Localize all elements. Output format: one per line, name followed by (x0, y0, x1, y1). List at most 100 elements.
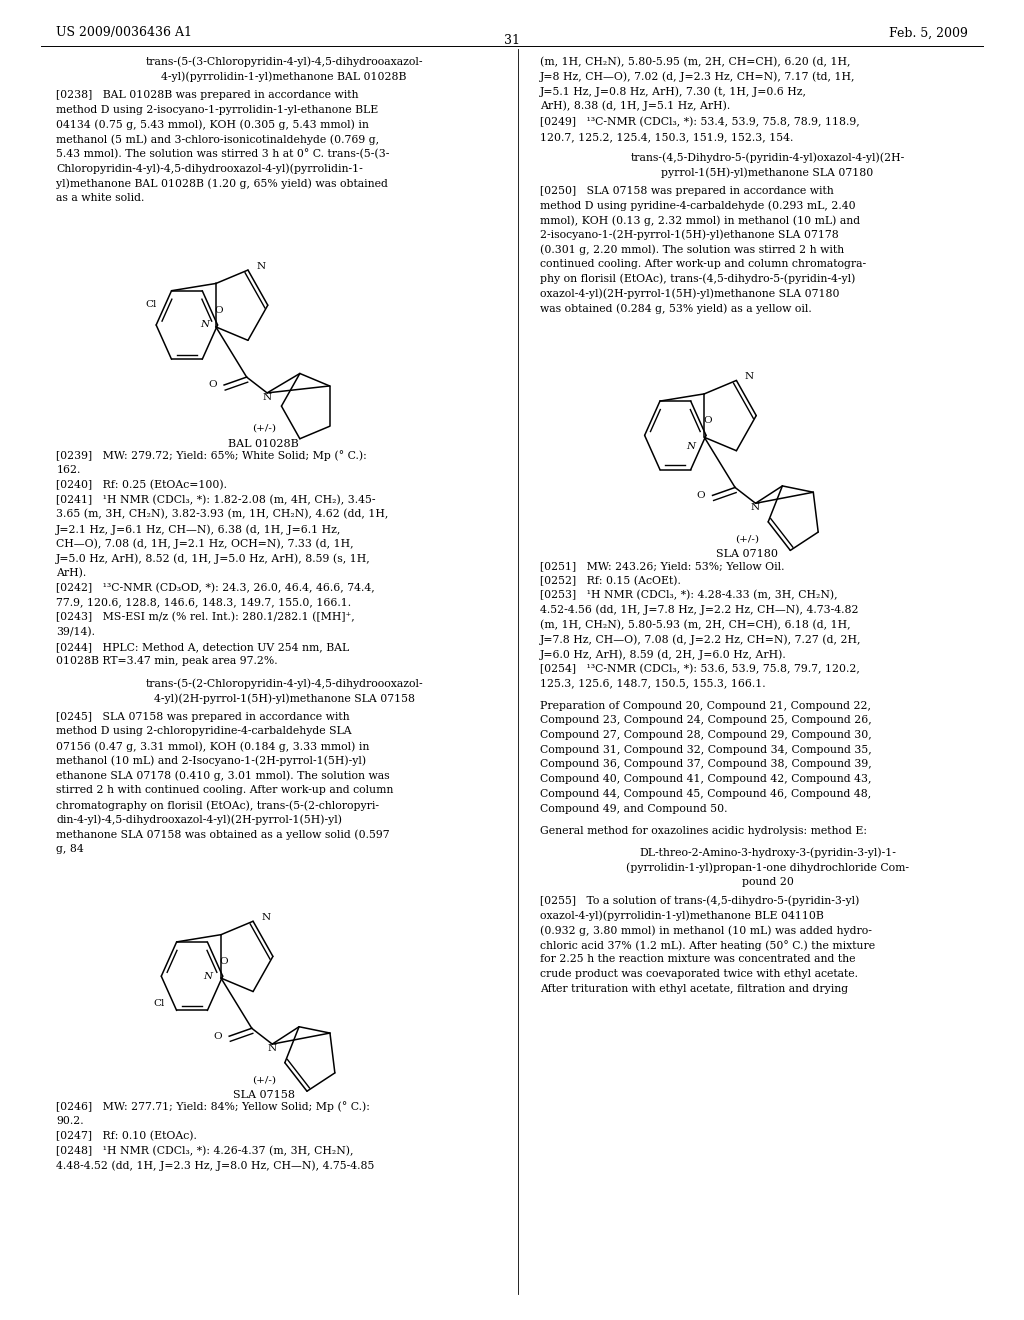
Text: J=8 Hz, CH—O), 7.02 (d, J=2.3 Hz, CH=N), 7.17 (td, 1H,: J=8 Hz, CH—O), 7.02 (d, J=2.3 Hz, CH=N),… (540, 71, 855, 82)
Text: g, 84: g, 84 (56, 843, 84, 854)
Text: Cl: Cl (145, 300, 157, 309)
Text: din-4-yl)-4,5-dihydrooxazol-4-yl)(2H-pyrrol-1(5H)-yl): din-4-yl)-4,5-dihydrooxazol-4-yl)(2H-pyr… (56, 814, 342, 825)
Text: J=6.0 Hz, ArH), 8.59 (d, 2H, J=6.0 Hz, ArH).: J=6.0 Hz, ArH), 8.59 (d, 2H, J=6.0 Hz, A… (540, 649, 786, 660)
Text: (+/-): (+/-) (252, 1076, 275, 1084)
Text: Compound 27, Compound 28, Compound 29, Compound 30,: Compound 27, Compound 28, Compound 29, C… (540, 730, 871, 741)
Text: Chloropyridin-4-yl)-4,5-dihydrooxazol-4-yl)(pyrrolidin-1-: Chloropyridin-4-yl)-4,5-dihydrooxazol-4-… (56, 164, 364, 174)
Text: [0255]   To a solution of trans-(4,5-dihydro-5-(pyridin-3-yl): [0255] To a solution of trans-(4,5-dihyd… (540, 895, 859, 906)
Text: (m, 1H, CH₂N), 5.80-5.93 (m, 2H, CH=CH), 6.18 (d, 1H,: (m, 1H, CH₂N), 5.80-5.93 (m, 2H, CH=CH),… (540, 619, 850, 630)
Text: N: N (751, 503, 760, 512)
Text: (+/-): (+/-) (735, 535, 759, 544)
Text: CH—O), 7.08 (d, 1H, J=2.1 Hz, OCH=N), 7.33 (d, 1H,: CH—O), 7.08 (d, 1H, J=2.1 Hz, OCH=N), 7.… (56, 539, 354, 549)
Text: oxazol-4-yl)(pyrrolidin-1-yl)methanone BLE 04110B: oxazol-4-yl)(pyrrolidin-1-yl)methanone B… (540, 911, 823, 921)
Text: 4-yl)(pyrrolidin-1-yl)methanone BAL 01028B: 4-yl)(pyrrolidin-1-yl)methanone BAL 0102… (162, 71, 407, 82)
Text: [0245]   SLA 07158 was prepared in accordance with: [0245] SLA 07158 was prepared in accorda… (56, 711, 350, 722)
Text: (+/-): (+/-) (252, 424, 275, 433)
Text: trans-(5-(2-Chloropyridin-4-yl)-4,5-dihydroooxazol-: trans-(5-(2-Chloropyridin-4-yl)-4,5-dihy… (145, 678, 423, 689)
Text: [0253]   ¹H NMR (CDCl₃, *): 4.28-4.33 (m, 3H, CH₂N),: [0253] ¹H NMR (CDCl₃, *): 4.28-4.33 (m, … (540, 590, 838, 601)
Text: [0243]   MS-ESI m/z (% rel. Int.): 280.1/282.1 ([MH]⁺,: [0243] MS-ESI m/z (% rel. Int.): 280.1/2… (56, 612, 355, 623)
Text: Cl: Cl (153, 999, 164, 1008)
Text: methanol (10 mL) and 2-Isocyano-1-(2H-pyrrol-1(5H)-yl): methanol (10 mL) and 2-Isocyano-1-(2H-py… (56, 756, 367, 767)
Text: 39/14).: 39/14). (56, 627, 95, 638)
Text: 07156 (0.47 g, 3.31 mmol), KOH (0.184 g, 3.33 mmol) in: 07156 (0.47 g, 3.31 mmol), KOH (0.184 g,… (56, 741, 370, 751)
Text: (0.932 g, 3.80 mmol) in methanol (10 mL) was added hydro-: (0.932 g, 3.80 mmol) in methanol (10 mL)… (540, 925, 871, 936)
Text: [0240]   Rf: 0.25 (EtOAc=100).: [0240] Rf: 0.25 (EtOAc=100). (56, 480, 227, 490)
Text: 5.43 mmol). The solution was stirred 3 h at 0° C. trans-(5-(3-: 5.43 mmol). The solution was stirred 3 h… (56, 149, 390, 160)
Text: ethanone SLA 07178 (0.410 g, 3.01 mmol). The solution was: ethanone SLA 07178 (0.410 g, 3.01 mmol).… (56, 771, 390, 781)
Text: Feb. 5, 2009: Feb. 5, 2009 (889, 26, 968, 40)
Text: [0252]   Rf: 0.15 (AcOEt).: [0252] Rf: 0.15 (AcOEt). (540, 576, 681, 586)
Text: After trituration with ethyl acetate, filtration and drying: After trituration with ethyl acetate, fi… (540, 983, 848, 994)
Text: N: N (204, 972, 213, 981)
Text: 125.3, 125.6, 148.7, 150.5, 155.3, 166.1.: 125.3, 125.6, 148.7, 150.5, 155.3, 166.1… (540, 678, 765, 689)
Text: trans-(5-(3-Chloropyridin-4-yl)-4,5-dihydrooaxazol-: trans-(5-(3-Chloropyridin-4-yl)-4,5-dihy… (145, 57, 423, 67)
Text: O: O (703, 416, 712, 425)
Text: DL-threo-2-Amino-3-hydroxy-3-(pyridin-3-yl)-1-: DL-threo-2-Amino-3-hydroxy-3-(pyridin-3-… (639, 847, 896, 858)
Text: 90.2.: 90.2. (56, 1117, 84, 1126)
Text: [0241]   ¹H NMR (CDCl₃, *): 1.82-2.08 (m, 4H, CH₂), 3.45-: [0241] ¹H NMR (CDCl₃, *): 1.82-2.08 (m, … (56, 495, 376, 504)
Text: [0251]   MW: 243.26; Yield: 53%; Yellow Oil.: [0251] MW: 243.26; Yield: 53%; Yellow Oi… (540, 561, 784, 570)
Text: (0.301 g, 2.20 mmol). The solution was stirred 2 h with: (0.301 g, 2.20 mmol). The solution was s… (540, 244, 844, 255)
Text: ArH).: ArH). (56, 568, 87, 578)
Text: pound 20: pound 20 (741, 878, 794, 887)
Text: (pyrrolidin-1-yl)propan-1-one dihydrochloride Com-: (pyrrolidin-1-yl)propan-1-one dihydrochl… (626, 862, 909, 873)
Text: N: N (744, 372, 754, 381)
Text: method D using 2-isocyano-1-pyrrolidin-1-yl-ethanone BLE: method D using 2-isocyano-1-pyrrolidin-1… (56, 104, 379, 115)
Text: [0249]   ¹³C-NMR (CDCl₃, *): 53.4, 53.9, 75.8, 78.9, 118.9,: [0249] ¹³C-NMR (CDCl₃, *): 53.4, 53.9, 7… (540, 117, 859, 128)
Text: N: N (267, 1044, 276, 1053)
Text: Compound 36, Compound 37, Compound 38, Compound 39,: Compound 36, Compound 37, Compound 38, C… (540, 759, 871, 770)
Text: method D using pyridine-4-carbaldehyde (0.293 mL, 2.40: method D using pyridine-4-carbaldehyde (… (540, 201, 855, 211)
Text: chromatography on florisil (EtOAc), trans-(5-(2-chloropyri-: chromatography on florisil (EtOAc), tran… (56, 800, 379, 810)
Text: for 2.25 h the reaction mixture was concentrated and the: for 2.25 h the reaction mixture was conc… (540, 954, 855, 965)
Text: [0239]   MW: 279.72; Yield: 65%; White Solid; Mp (° C.):: [0239] MW: 279.72; Yield: 65%; White Sol… (56, 450, 367, 461)
Text: 120.7, 125.2, 125.4, 150.3, 151.9, 152.3, 154.: 120.7, 125.2, 125.4, 150.3, 151.9, 152.3… (540, 132, 793, 141)
Text: Compound 44, Compound 45, Compound 46, Compound 48,: Compound 44, Compound 45, Compound 46, C… (540, 789, 870, 799)
Text: 4.52-4.56 (dd, 1H, J=7.8 Hz, J=2.2 Hz, CH—N), 4.73-4.82: 4.52-4.56 (dd, 1H, J=7.8 Hz, J=2.2 Hz, C… (540, 605, 858, 615)
Text: 4-yl)(2H-pyrrol-1(5H)-yl)methanone SLA 07158: 4-yl)(2H-pyrrol-1(5H)-yl)methanone SLA 0… (154, 693, 415, 704)
Text: J=7.8 Hz, CH—O), 7.08 (d, J=2.2 Hz, CH=N), 7.27 (d, 2H,: J=7.8 Hz, CH—O), 7.08 (d, J=2.2 Hz, CH=N… (540, 635, 861, 645)
Text: N: N (262, 393, 271, 401)
Text: O: O (213, 1032, 222, 1040)
Text: 04134 (0.75 g, 5.43 mmol), KOH (0.305 g, 5.43 mmol) in: 04134 (0.75 g, 5.43 mmol), KOH (0.305 g,… (56, 119, 370, 129)
Text: was obtained (0.284 g, 53% yield) as a yellow oil.: was obtained (0.284 g, 53% yield) as a y… (540, 304, 811, 314)
Text: BAL 01028B: BAL 01028B (228, 438, 299, 449)
Text: 77.9, 120.6, 128.8, 146.6, 148.3, 149.7, 155.0, 166.1.: 77.9, 120.6, 128.8, 146.6, 148.3, 149.7,… (56, 598, 351, 607)
Text: Compound 40, Compound 41, Compound 42, Compound 43,: Compound 40, Compound 41, Compound 42, C… (540, 775, 871, 784)
Text: 31: 31 (504, 34, 520, 48)
Text: N: N (256, 261, 265, 271)
Text: SLA 07158: SLA 07158 (232, 1090, 295, 1100)
Text: Compound 49, and Compound 50.: Compound 49, and Compound 50. (540, 804, 727, 813)
Text: Compound 31, Compound 32, Compound 34, Compound 35,: Compound 31, Compound 32, Compound 34, C… (540, 744, 871, 755)
Text: N: N (201, 321, 210, 330)
Text: pyrrol-1(5H)-yl)methanone SLA 07180: pyrrol-1(5H)-yl)methanone SLA 07180 (662, 168, 873, 178)
Text: J=5.0 Hz, ArH), 8.52 (d, 1H, J=5.0 Hz, ArH), 8.59 (s, 1H,: J=5.0 Hz, ArH), 8.52 (d, 1H, J=5.0 Hz, A… (56, 553, 371, 564)
Text: [0238]   BAL 01028B was prepared in accordance with: [0238] BAL 01028B was prepared in accord… (56, 90, 358, 100)
Text: J=2.1 Hz, J=6.1 Hz, CH—N), 6.38 (d, 1H, J=6.1 Hz,: J=2.1 Hz, J=6.1 Hz, CH—N), 6.38 (d, 1H, … (56, 524, 342, 535)
Text: stirred 2 h with continued cooling. After work-up and column: stirred 2 h with continued cooling. Afte… (56, 785, 393, 795)
Text: mmol), KOH (0.13 g, 2.32 mmol) in methanol (10 mL) and: mmol), KOH (0.13 g, 2.32 mmol) in methan… (540, 215, 860, 226)
Text: [0246]   MW: 277.71; Yield: 84%; Yellow Solid; Mp (° C.):: [0246] MW: 277.71; Yield: 84%; Yellow So… (56, 1102, 371, 1113)
Text: Compound 23, Compound 24, Compound 25, Compound 26,: Compound 23, Compound 24, Compound 25, C… (540, 715, 871, 725)
Text: US 2009/0036436 A1: US 2009/0036436 A1 (56, 26, 193, 40)
Text: (m, 1H, CH₂N), 5.80-5.95 (m, 2H, CH=CH), 6.20 (d, 1H,: (m, 1H, CH₂N), 5.80-5.95 (m, 2H, CH=CH),… (540, 57, 850, 67)
Text: methanol (5 mL) and 3-chloro-isonicotinaldehyde (0.769 g,: methanol (5 mL) and 3-chloro-isonicotina… (56, 135, 380, 145)
Text: 162.: 162. (56, 465, 81, 475)
Text: O: O (696, 491, 706, 500)
Text: [0244]   HPLC: Method A, detection UV 254 nm, BAL: [0244] HPLC: Method A, detection UV 254 … (56, 642, 349, 652)
Text: oxazol-4-yl)(2H-pyrrol-1(5H)-yl)methanone SLA 07180: oxazol-4-yl)(2H-pyrrol-1(5H)-yl)methanon… (540, 289, 839, 300)
Text: continued cooling. After work-up and column chromatogra-: continued cooling. After work-up and col… (540, 259, 865, 269)
Text: 01028B RT=3.47 min, peak area 97.2%.: 01028B RT=3.47 min, peak area 97.2%. (56, 656, 278, 667)
Text: N: N (261, 913, 270, 921)
Text: trans-(4,5-Dihydro-5-(pyridin-4-yl)oxazol-4-yl)(2H-: trans-(4,5-Dihydro-5-(pyridin-4-yl)oxazo… (631, 152, 904, 162)
Text: Preparation of Compound 20, Compound 21, Compound 22,: Preparation of Compound 20, Compound 21,… (540, 701, 870, 710)
Text: [0254]   ¹³C-NMR (CDCl₃, *): 53.6, 53.9, 75.8, 79.7, 120.2,: [0254] ¹³C-NMR (CDCl₃, *): 53.6, 53.9, 7… (540, 664, 859, 675)
Text: 4.48-4.52 (dd, 1H, J=2.3 Hz, J=8.0 Hz, CH—N), 4.75-4.85: 4.48-4.52 (dd, 1H, J=2.3 Hz, J=8.0 Hz, C… (56, 1160, 375, 1171)
Text: [0248]   ¹H NMR (CDCl₃, *): 4.26-4.37 (m, 3H, CH₂N),: [0248] ¹H NMR (CDCl₃, *): 4.26-4.37 (m, … (56, 1146, 354, 1156)
Text: N: N (687, 442, 696, 451)
Text: yl)methanone BAL 01028B (1.20 g, 65% yield) was obtained: yl)methanone BAL 01028B (1.20 g, 65% yie… (56, 178, 388, 189)
Text: [0250]   SLA 07158 was prepared in accordance with: [0250] SLA 07158 was prepared in accorda… (540, 186, 834, 195)
Text: [0242]   ¹³C-NMR (CD₃OD, *): 24.3, 26.0, 46.4, 46.6, 74.4,: [0242] ¹³C-NMR (CD₃OD, *): 24.3, 26.0, 4… (56, 583, 375, 593)
Text: O: O (220, 957, 228, 966)
Text: O: O (208, 380, 217, 389)
Text: as a white solid.: as a white solid. (56, 193, 144, 203)
